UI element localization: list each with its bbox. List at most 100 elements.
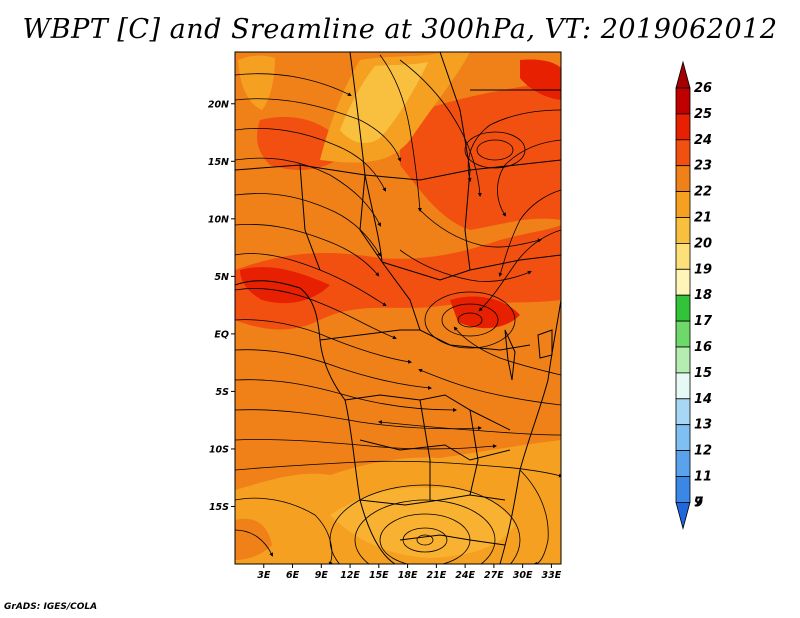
colorbar-label: 15 <box>694 366 712 381</box>
field-region-20-north <box>340 62 428 144</box>
longitude-axis: 3E 6E 9E 12E 15E 18E 21E 24E 27E 30E 33E <box>257 564 562 581</box>
streamline <box>235 349 432 390</box>
colorbar-label: 16 <box>694 340 712 355</box>
lat-tick-label: 5S <box>216 387 230 398</box>
colorbar-swatch <box>675 398 691 426</box>
lon-tick-label: 18E <box>398 570 418 581</box>
grads-credit: GrADS: IGES/COLA <box>4 602 98 612</box>
colorbar-label: 17 <box>694 314 713 329</box>
colorbar-swatch <box>675 450 691 477</box>
streamline <box>235 379 457 412</box>
border-12 <box>399 534 506 546</box>
streamline <box>235 497 333 564</box>
field-region-20-south <box>330 487 515 558</box>
lon-tick-label: 24E <box>455 570 475 581</box>
colorbar-swatch <box>675 191 691 218</box>
colorbar-swatch <box>675 242 691 270</box>
streamline <box>418 368 561 406</box>
colorbar-swatch <box>675 294 691 322</box>
lon-tick-label: 33E <box>542 570 562 581</box>
colorbar-label: 26 <box>694 81 712 96</box>
colorbar-label: 20 <box>694 236 712 251</box>
lon-tick-label: 3E <box>257 570 271 581</box>
colorbar-label: 11 <box>694 470 712 485</box>
streamline <box>235 98 402 162</box>
streamline <box>235 287 397 340</box>
streamline <box>235 253 387 307</box>
lon-tick-label: 21E <box>426 570 446 581</box>
lat-tick-label: 5N <box>214 272 229 283</box>
streamline <box>235 224 380 277</box>
border-7 <box>381 254 561 281</box>
coastline-west <box>235 280 396 564</box>
chart-title: WBPT [C] and Sreamline at 300hPa, VT: 20… <box>22 14 778 45</box>
colorbar-swatch <box>675 217 691 244</box>
lat-tick-label: 15S <box>209 502 229 513</box>
map-frame <box>234 51 562 565</box>
streamline <box>419 209 542 248</box>
border-13 <box>419 399 431 500</box>
streamline <box>235 193 382 257</box>
colorbar-label: 19 <box>694 262 712 277</box>
colorbar-label: 22 <box>694 185 712 200</box>
border-11 <box>359 494 506 506</box>
streamline <box>519 469 549 564</box>
streamline-gyre-east-2 <box>441 303 499 337</box>
lon-tick-label: 9E <box>315 570 329 581</box>
streamline <box>497 139 561 217</box>
streamline <box>235 439 497 450</box>
colorbar-swatch <box>675 139 691 167</box>
streamline <box>478 229 561 312</box>
colorbar-swatch <box>675 476 691 503</box>
colorbar-label: 21 <box>694 211 712 226</box>
border-8 <box>319 329 531 351</box>
country-borders <box>235 52 561 564</box>
lon-tick-label: 27E <box>484 570 504 581</box>
streamline <box>235 529 273 557</box>
colorbar-label: 12 <box>694 444 712 459</box>
coastline-east <box>499 299 561 564</box>
colorbar-label: 25 <box>694 107 712 122</box>
streamline <box>467 109 561 182</box>
lake-victoria <box>504 329 516 381</box>
colorbar-swatch <box>675 87 691 115</box>
latitude-axis: 20N 15N 10N 5N EQ 5S 10S 15S <box>208 99 235 513</box>
streamline <box>399 59 482 197</box>
streamline <box>235 73 352 96</box>
colorbar-swatch <box>675 372 691 400</box>
lake-east <box>537 329 553 359</box>
colorbar-swatch <box>675 424 691 452</box>
colorbar-swatch <box>675 320 691 348</box>
streamline-eddy-ne-1 <box>464 131 526 169</box>
colorbar-label: 18 <box>694 288 712 303</box>
streamline <box>379 54 422 212</box>
colorbar-arrow-top <box>675 60 691 89</box>
streamline <box>399 249 532 282</box>
streamline-eddy-ne-2 <box>476 139 514 161</box>
colorbar-swatch <box>675 268 691 296</box>
field-region-23-central <box>235 225 561 330</box>
streamline-gyre-south-4 <box>402 527 448 553</box>
field-region-22-sw <box>235 518 272 560</box>
colorbar-label: 13 <box>694 418 712 433</box>
streamline-gyre-east-1 <box>424 291 516 349</box>
lat-tick-label: 15N <box>208 157 229 168</box>
streamlines <box>235 54 561 564</box>
streamline <box>453 326 561 376</box>
border-14 <box>469 409 479 496</box>
lon-tick-label: 12E <box>340 570 360 581</box>
colorbar-label: 9 <box>694 495 703 510</box>
colorbar-swatch <box>675 165 691 192</box>
border-3 <box>235 159 561 181</box>
colorbar: 26 25 24 23 22 21 20 19 18 17 16 15 14 13 12 11 97 <box>675 60 713 530</box>
lon-tick-label: 6E <box>286 570 300 581</box>
streamline-gyre-south-2 <box>354 499 496 564</box>
streamline <box>235 128 386 192</box>
colorbar-arrow-bottom <box>675 501 691 530</box>
lat-tick-label: EQ <box>214 329 229 340</box>
field-region-24-west <box>240 267 330 304</box>
colorbar-label: 7 <box>694 495 704 510</box>
colorbar-swatch <box>675 113 691 141</box>
colorbar-label: 24 <box>694 133 712 148</box>
